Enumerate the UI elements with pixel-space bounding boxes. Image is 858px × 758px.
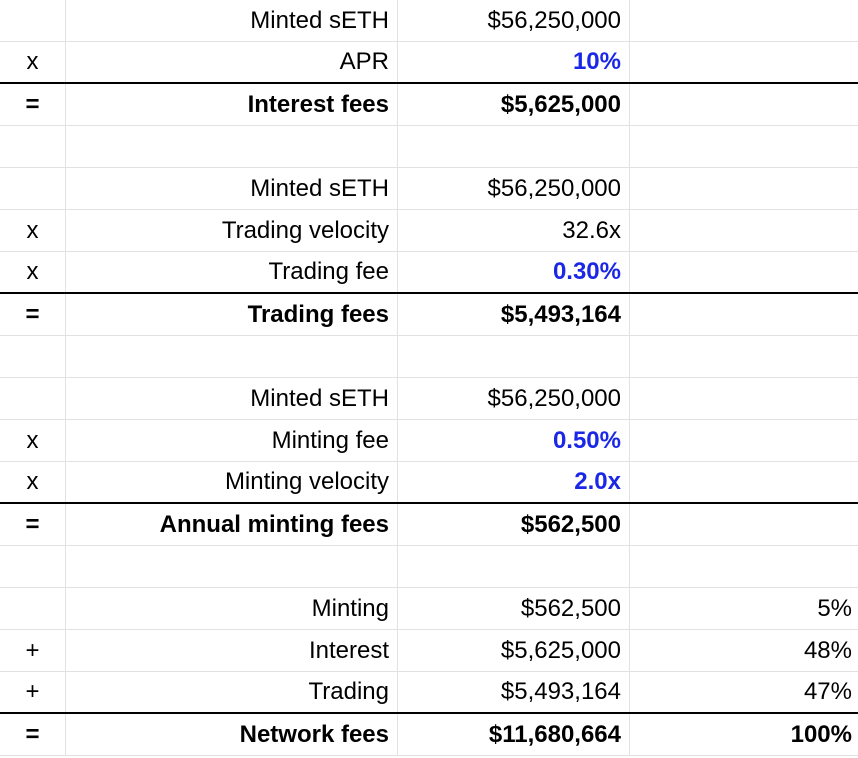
percent-cell[interactable]: 48%: [803, 636, 852, 664]
operator-cell[interactable]: [0, 546, 66, 587]
value-cell[interactable]: [398, 126, 630, 167]
operator-cell[interactable]: x: [0, 210, 66, 251]
percent-cell[interactable]: [630, 420, 858, 461]
sheet-row: x APR 10%: [0, 42, 858, 84]
operator-cell[interactable]: [0, 168, 66, 209]
sheet-row: Minted sETH $56,250,000: [0, 378, 858, 420]
percent-cell[interactable]: [630, 504, 858, 545]
label-cell[interactable]: Minting velocity: [66, 462, 398, 502]
label-cell[interactable]: Minted sETH: [66, 378, 398, 419]
sheet-row: x Trading velocity 32.6x: [0, 210, 858, 252]
operator-cell[interactable]: +: [0, 630, 66, 671]
percent-cell[interactable]: [630, 84, 858, 125]
percent-cell[interactable]: [630, 210, 858, 251]
value-cell[interactable]: $562,500: [398, 504, 630, 545]
label-cell[interactable]: Trading velocity: [66, 210, 398, 251]
sheet-row: Minting $562,500 5%: [0, 588, 858, 630]
value-cell[interactable]: $5,493,164: [398, 294, 630, 335]
sheet-row: x Minting velocity 2.0x: [0, 462, 858, 504]
operator-cell[interactable]: =: [0, 294, 66, 335]
operator-cell[interactable]: +: [0, 672, 66, 712]
label-cell[interactable]: [66, 126, 398, 167]
value-cell[interactable]: 2.0x: [398, 462, 630, 502]
label-cell[interactable]: Trading fees: [66, 294, 398, 335]
percent-cell[interactable]: [630, 168, 858, 209]
operator-cell[interactable]: x: [0, 420, 66, 461]
value-cell[interactable]: $56,250,000: [398, 378, 630, 419]
percent-cell[interactable]: [630, 126, 858, 167]
label-cell[interactable]: Network fees: [66, 714, 398, 755]
percent-cell[interactable]: [630, 0, 858, 41]
operator-cell[interactable]: =: [0, 84, 66, 125]
label-cell[interactable]: Trading fee: [66, 252, 398, 292]
sheet-row: = Interest fees $5,625,000: [0, 84, 858, 126]
label-cell[interactable]: Annual minting fees: [66, 504, 398, 545]
label-cell[interactable]: Minted sETH: [66, 168, 398, 209]
operator-cell[interactable]: [0, 378, 66, 419]
value-cell[interactable]: $5,625,000: [398, 630, 630, 671]
value-cell[interactable]: $5,625,000: [398, 84, 630, 125]
sheet-row: = Trading fees $5,493,164: [0, 294, 858, 336]
percent-cell[interactable]: [630, 462, 858, 502]
value-cell[interactable]: 0.50%: [398, 420, 630, 461]
percent-cell[interactable]: [630, 378, 858, 419]
operator-cell[interactable]: =: [0, 504, 66, 545]
sheet-row: [0, 546, 858, 588]
percent-cell[interactable]: 47%: [803, 678, 852, 705]
sheet-row: [0, 336, 858, 378]
percent-cell[interactable]: 5%: [817, 594, 852, 622]
value-cell[interactable]: [398, 336, 630, 377]
operator-cell[interactable]: [0, 0, 66, 41]
percent-cell[interactable]: [630, 336, 858, 377]
value-cell[interactable]: $562,500: [398, 588, 630, 629]
operator-cell[interactable]: x: [0, 252, 66, 292]
label-cell[interactable]: [66, 546, 398, 587]
label-cell[interactable]: APR: [66, 42, 398, 82]
percent-cell[interactable]: [630, 252, 858, 292]
label-cell[interactable]: [66, 336, 398, 377]
sheet-row: [0, 126, 858, 168]
operator-cell[interactable]: [0, 588, 66, 629]
value-cell[interactable]: 10%: [398, 42, 630, 82]
label-cell[interactable]: Minted sETH: [66, 0, 398, 41]
label-cell[interactable]: Interest fees: [66, 84, 398, 125]
percent-cell[interactable]: [630, 546, 858, 587]
sheet-row: + Interest $5,625,000 48%: [0, 630, 858, 672]
value-cell[interactable]: $56,250,000: [398, 0, 630, 41]
percent-cell[interactable]: [630, 294, 858, 335]
operator-cell[interactable]: =: [0, 714, 66, 755]
sheet-row: x Trading fee 0.30%: [0, 252, 858, 294]
percent-cell[interactable]: 100%: [790, 720, 852, 748]
value-cell[interactable]: [398, 546, 630, 587]
sheet-row: + Trading $5,493,164 47%: [0, 672, 858, 714]
value-cell[interactable]: $56,250,000: [398, 168, 630, 209]
sheet-row: x Minting fee 0.50%: [0, 420, 858, 462]
value-cell[interactable]: 32.6x: [398, 210, 630, 251]
sheet-row: = Annual minting fees $562,500: [0, 504, 858, 546]
sheet-row: = Network fees $11,680,664 100%: [0, 714, 858, 756]
value-cell[interactable]: 0.30%: [398, 252, 630, 292]
label-cell[interactable]: Minting: [66, 588, 398, 629]
label-cell[interactable]: Interest: [66, 630, 398, 671]
sheet-row: Minted sETH $56,250,000: [0, 0, 858, 42]
percent-cell[interactable]: [630, 42, 858, 82]
value-cell[interactable]: $5,493,164: [398, 672, 630, 712]
value-cell[interactable]: $11,680,664: [398, 714, 630, 755]
operator-cell[interactable]: x: [0, 42, 66, 82]
operator-cell[interactable]: [0, 126, 66, 167]
sheet-row: Minted sETH $56,250,000: [0, 168, 858, 210]
operator-cell[interactable]: x: [0, 462, 66, 502]
label-cell[interactable]: Trading: [66, 672, 398, 712]
label-cell[interactable]: Minting fee: [66, 420, 398, 461]
operator-cell[interactable]: [0, 336, 66, 377]
